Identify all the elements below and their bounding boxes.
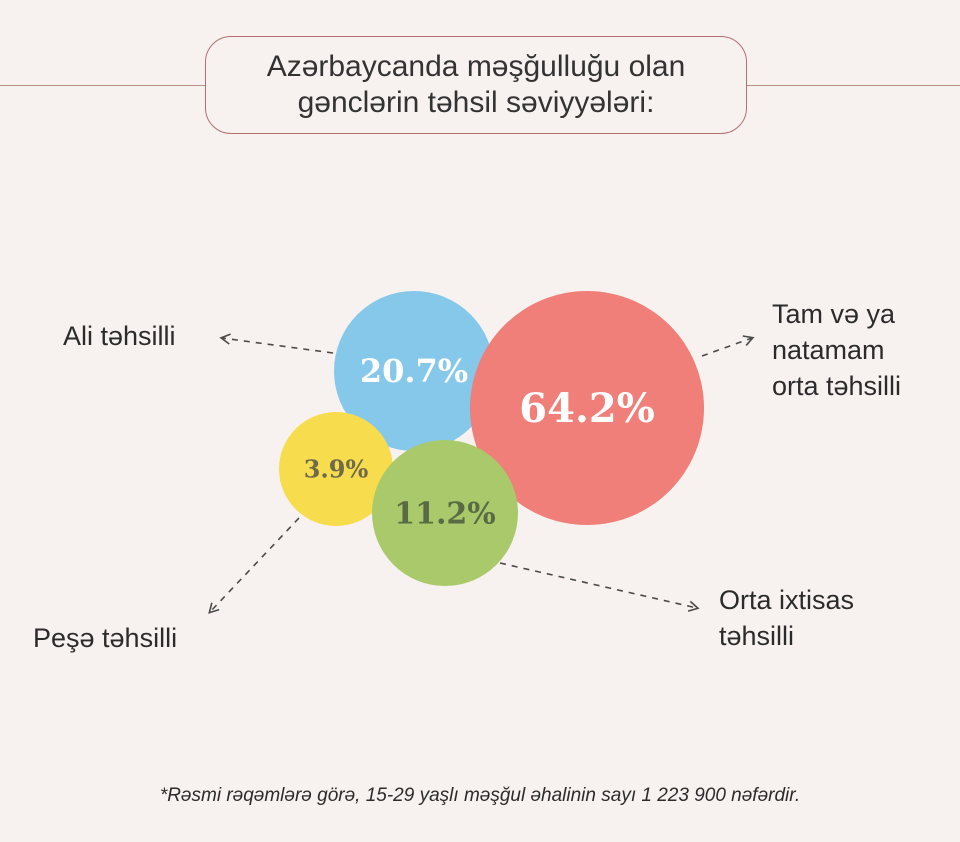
connector-arrow-orta-ixtisas	[499, 562, 700, 612]
category-label-pese: Peşə təhsilli	[33, 620, 177, 656]
category-label-orta-tehsil-line-1: Tam və ya	[772, 299, 896, 329]
category-label-orta-tehsil-line-2: natamam	[772, 335, 885, 365]
category-label-pese-line: Peşə təhsilli	[33, 623, 178, 653]
bubble-ali	[334, 291, 494, 451]
bubble-label-orta-ixtisas: 11.2%	[394, 497, 496, 532]
category-label-orta-ixtisas: Orta ixtisas təhsilli	[719, 582, 854, 654]
category-label-orta-ixtisas-line-2: təhsilli	[719, 621, 795, 651]
category-label-orta-tehsil: Tam və ya natamam orta təhsilli	[772, 296, 901, 404]
bubble-orta-tehsil	[470, 291, 704, 525]
chart-title: Azərbaycanda məşğulluğu olan gənclərin t…	[205, 36, 747, 134]
bubble-label-pese: 3.9%	[304, 454, 369, 483]
bubble-label-ali: 20.7%	[360, 352, 468, 390]
bubble-label-orta-tehsil: 64.2%	[519, 385, 654, 432]
bubble-orta-ixtisas	[372, 440, 518, 586]
bubble-pese	[279, 412, 393, 526]
category-label-orta-tehsil-line-3: orta təhsilli	[772, 371, 902, 401]
category-label-ali-line: Ali təhsilli	[63, 321, 176, 351]
connector-arrow-pese	[208, 517, 300, 614]
category-label-orta-ixtisas-line-1: Orta ixtisas	[719, 585, 855, 615]
connector-arrow-orta-tehsil	[701, 335, 755, 357]
footnote: *Rəsmi rəqəmlərə görə, 15-29 yaşlı məşğu…	[159, 785, 801, 806]
chart-title-line-2: gənclərin təhsil səviyyələri:	[297, 86, 655, 119]
chart-title-line-1: Azərbaycanda məşğulluğu olan	[266, 50, 686, 83]
connector-arrow-ali	[219, 333, 334, 354]
category-label-ali: Ali təhsilli	[63, 318, 176, 354]
